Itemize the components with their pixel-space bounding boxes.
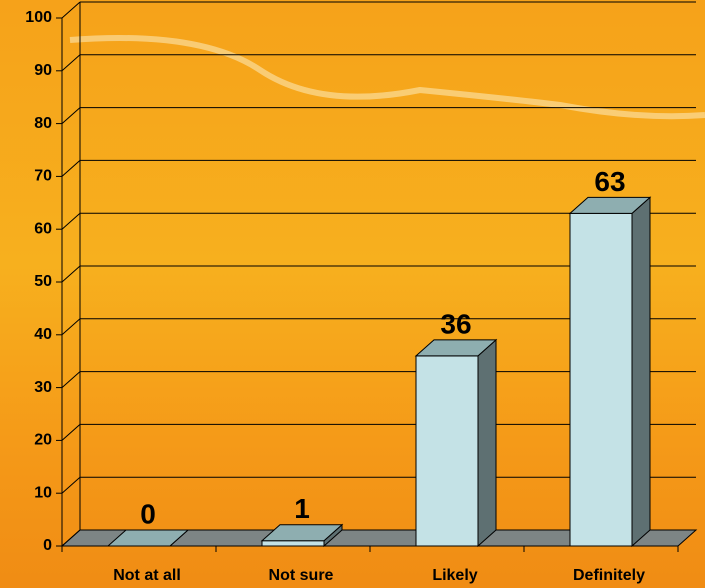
value-label: 1 — [294, 493, 310, 524]
grid-line — [61, 529, 81, 547]
y-tick-label: 20 — [34, 432, 52, 449]
grid-line — [61, 476, 81, 494]
y-tick-label: 0 — [43, 537, 52, 554]
bar-top — [568, 196, 652, 214]
y-tick-label: 100 — [25, 9, 52, 26]
y-tick-label: 90 — [34, 62, 52, 79]
y-tick-label: 60 — [34, 220, 52, 237]
grid-line — [61, 54, 81, 72]
x-tick-label: Not at all — [113, 567, 181, 584]
bar-side — [477, 338, 497, 548]
bar — [415, 355, 479, 547]
grid-line — [61, 265, 81, 283]
bar — [261, 540, 325, 547]
bar-top — [414, 339, 498, 357]
bar-top — [106, 529, 190, 547]
x-tick-label: Definitely — [573, 567, 645, 584]
value-label: 36 — [440, 308, 471, 339]
y-tick-label: 80 — [34, 115, 52, 132]
grid-line — [61, 1, 81, 19]
y-tick-label: 30 — [34, 379, 52, 396]
bar — [569, 212, 633, 547]
grid-line — [61, 212, 81, 230]
y-tick-label: 70 — [34, 168, 52, 185]
y-tick-label: 50 — [34, 273, 52, 290]
grid-line — [61, 318, 81, 336]
grid-line — [61, 160, 81, 177]
y-tick-label: 40 — [34, 326, 52, 343]
grid-line — [61, 424, 81, 441]
grid-line — [61, 107, 81, 124]
bar-side — [631, 196, 651, 548]
cloud — [69, 35, 705, 120]
bar-top — [260, 524, 344, 542]
value-label: 63 — [594, 166, 625, 197]
grid-line — [61, 371, 81, 388]
x-tick-label: Not sure — [269, 567, 334, 584]
x-tick-label: Likely — [432, 567, 477, 584]
y-tick-label: 10 — [34, 484, 52, 501]
value-label: 0 — [140, 498, 156, 529]
